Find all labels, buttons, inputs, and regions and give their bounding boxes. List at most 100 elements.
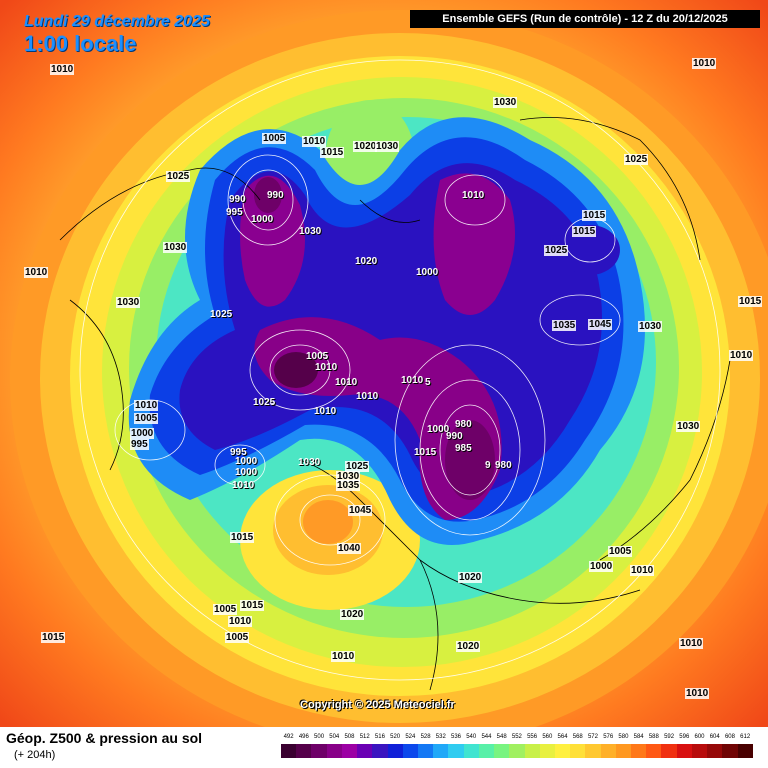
forecast-local-time: 1:00 locale <box>24 31 137 56</box>
isobar-label: 1025 <box>544 245 569 256</box>
geopotential-map <box>0 0 768 727</box>
scale-label: 544 <box>481 734 492 740</box>
scale-label: 516 <box>374 734 385 740</box>
scale-swatch <box>737 744 753 758</box>
scale-label: 520 <box>390 734 401 740</box>
isobar-label: 1030 <box>116 297 141 308</box>
isobar-label: 1005 <box>225 632 250 643</box>
scale-swatch <box>661 744 677 758</box>
isobar-label: 1010 <box>692 58 717 69</box>
scale-swatch <box>372 744 388 758</box>
isobar-label: 1000 <box>416 267 439 278</box>
copyright: Copyright © 2025 Meteociel.fr <box>300 699 455 711</box>
isobar-label: 990 <box>229 194 246 205</box>
isobar-label: 1010 <box>685 688 710 699</box>
scale-label: 536 <box>451 734 462 740</box>
isobar-label: 1025 <box>624 154 649 165</box>
scale-swatch <box>585 744 601 758</box>
isobar-label: 1020 <box>353 141 378 152</box>
isobar-label: 1005 <box>262 133 287 144</box>
isobar-label: 1015 <box>230 532 255 543</box>
scale-label: 584 <box>633 734 644 740</box>
scale-swatch <box>570 744 586 758</box>
trough-west <box>240 175 305 307</box>
isobar-label: 1015 <box>738 296 763 307</box>
isobar-label: 1015 <box>572 226 597 237</box>
isobar-label: 1035 <box>336 480 361 491</box>
scale-swatch <box>539 744 555 758</box>
scale-label: 508 <box>344 734 355 740</box>
scale-swatch <box>722 744 738 758</box>
isobar-label: 1015 <box>582 210 607 221</box>
ridge-core <box>303 500 353 544</box>
isobar-label: 990 <box>267 190 284 201</box>
isobar-label: 1010 <box>134 400 159 411</box>
scale-swatch <box>463 744 479 758</box>
isobar-lines <box>79 59 721 681</box>
isobar-label: 995 <box>230 447 247 458</box>
isobar-label: 980 <box>455 419 472 430</box>
isobar-label: 990 <box>446 431 463 442</box>
scale-label: 496 <box>298 734 309 740</box>
scale-swatch <box>448 744 464 758</box>
isobar-label: 5 <box>425 377 431 388</box>
isobar-label: 1010 <box>50 64 75 75</box>
trough-north <box>433 173 515 315</box>
isobar-label: 1015 <box>240 600 265 611</box>
scale-label: 588 <box>648 734 659 740</box>
forecast-date: Lundi 29 décembre 2025 <box>24 13 210 30</box>
scale-swatch <box>357 744 373 758</box>
isobar-label: 1030 <box>298 457 321 468</box>
scale-swatch <box>402 744 418 758</box>
isobar-label: 985 <box>455 443 472 454</box>
scale-swatch <box>387 744 403 758</box>
scale-swatch <box>646 744 662 758</box>
scale-label: 492 <box>283 734 294 740</box>
isobar-label: 1015 <box>41 632 66 643</box>
isobar-label: 1010 <box>314 406 337 417</box>
isobar-label: 1020 <box>340 609 365 620</box>
forecast-hour: (+ 204h) <box>14 749 56 761</box>
scale-label: 548 <box>496 734 507 740</box>
isobar-label: 1000 <box>235 456 258 467</box>
scale-label: 556 <box>527 734 538 740</box>
scale-label: 596 <box>679 734 690 740</box>
isobar-label: 1010 <box>302 136 327 147</box>
scale-label: 532 <box>435 734 446 740</box>
scale-swatch <box>524 744 540 758</box>
isobar-label: 1000 <box>130 428 155 439</box>
isobar-label: 995 <box>226 207 243 218</box>
scale-swatch <box>676 744 692 758</box>
scale-swatch <box>326 744 342 758</box>
scale-swatch <box>417 744 434 758</box>
scale-swatch <box>691 744 708 758</box>
isobar-label: 980 <box>495 460 512 471</box>
scale-label: 564 <box>557 734 568 740</box>
scale-swatch <box>509 744 525 758</box>
scale-label: 500 <box>314 734 325 740</box>
scale-swatch <box>631 744 647 758</box>
isobar-label: 1010 <box>331 651 356 662</box>
isobar-label: 1030 <box>638 321 663 332</box>
low-east <box>560 225 620 275</box>
scale-label: 504 <box>329 734 340 740</box>
scale-label: 540 <box>466 734 477 740</box>
map-canvas <box>0 0 768 727</box>
scale-label: 568 <box>572 734 583 740</box>
scale-labels: 492 496 500 504 508 512 516 520 524 528 532 536 540 5… <box>281 733 753 742</box>
isobar-label: 995 <box>130 439 149 450</box>
isobar-label: 1030 <box>336 471 361 482</box>
scale-swatch <box>311 744 327 758</box>
scale-bar <box>281 744 753 758</box>
scale-label: 580 <box>618 734 629 740</box>
scale-swatch <box>494 744 510 758</box>
color-scale: 492 496 500 504 508 512 516 520 524 528 532 536 540 5… <box>281 733 753 758</box>
scale-label: 592 <box>664 734 675 740</box>
coastlines <box>59 117 731 691</box>
isobar-label: 1025 <box>166 171 191 182</box>
isobar-label: 1020 <box>355 256 378 267</box>
isobar-label: 1025 <box>210 309 233 320</box>
scale-swatch <box>478 744 495 758</box>
scale-swatch <box>554 744 571 758</box>
isobar-label: 1010 <box>356 391 379 402</box>
